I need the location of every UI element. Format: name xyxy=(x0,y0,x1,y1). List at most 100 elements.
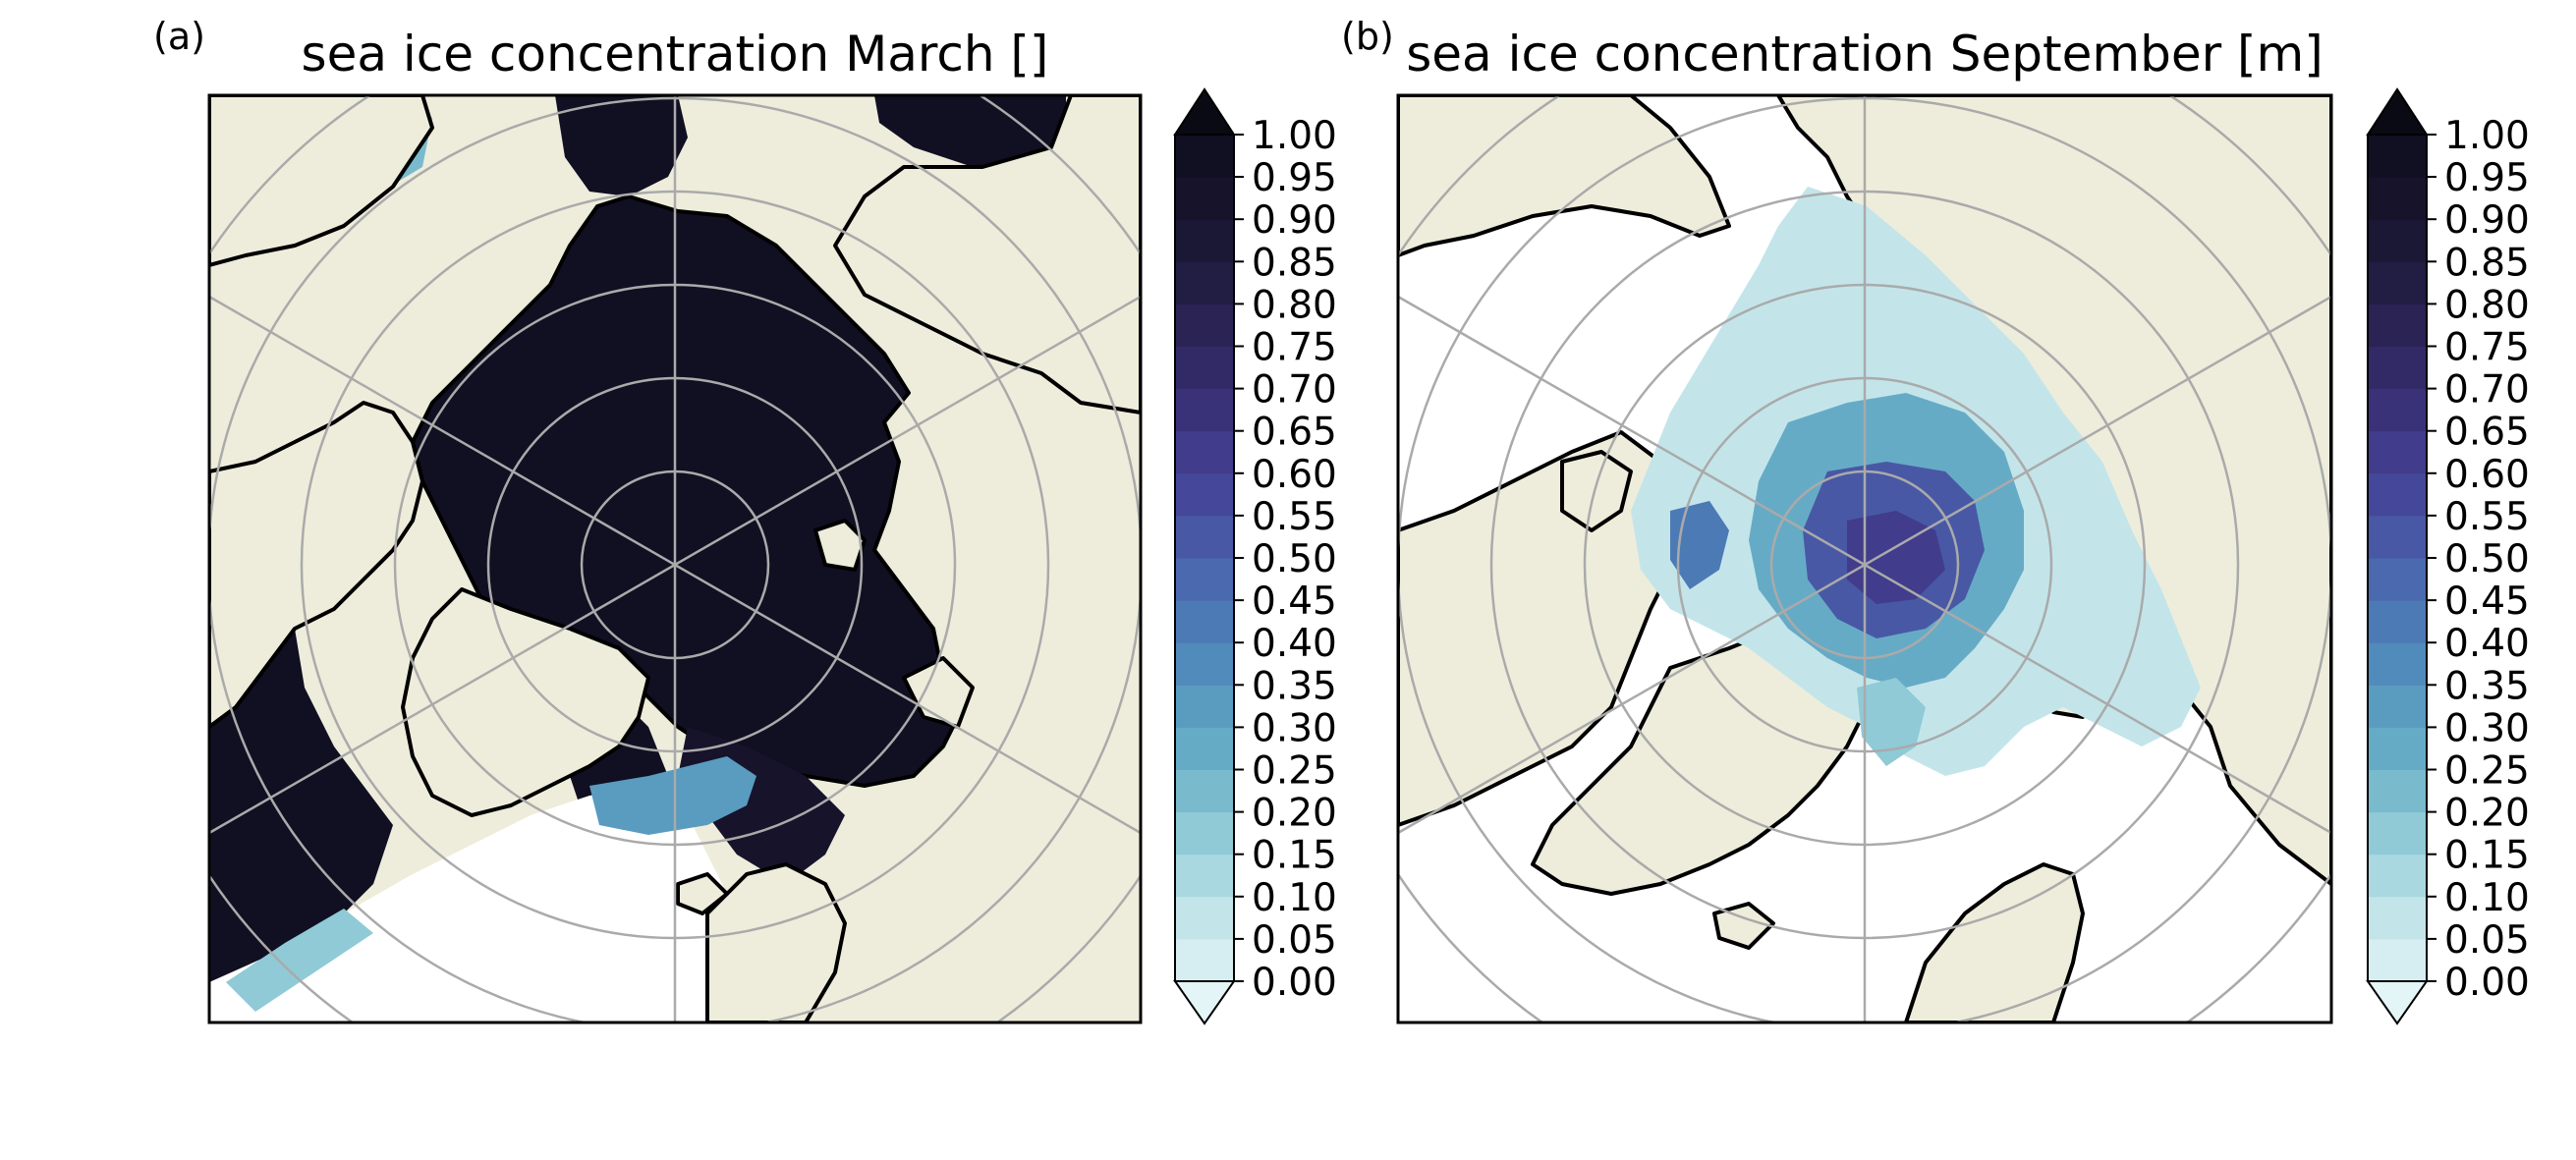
panel-b-colorbar-extend-under xyxy=(2366,980,2429,1025)
panel-b-colorbar-bin xyxy=(2368,177,2427,220)
panel-a-okhotsk-ice xyxy=(874,95,1066,172)
panel-a-label: (a) xyxy=(153,15,205,58)
panel-a-colorbar-bin xyxy=(1175,304,1234,347)
panel-b-colorbar-tick-label: 0.20 xyxy=(2444,792,2530,836)
panel-a-colorbar-bin xyxy=(1175,769,1234,813)
panel-b-title: sea ice concentration September [m] xyxy=(1406,26,2324,83)
panel-a-gridlines xyxy=(209,95,1141,1022)
panel-b-colorbar-bin xyxy=(2368,642,2427,686)
panel-b-canadian-archipelago-land xyxy=(1560,450,1633,532)
panel-a-colorbar-bin xyxy=(1175,896,1234,940)
panel-a-iceland xyxy=(676,872,729,915)
panel-b-label: (b) xyxy=(1341,15,1394,58)
panel-a-colorbar-bin xyxy=(1175,938,1234,982)
panel-b-colorbar-tick-label: 0.40 xyxy=(2444,622,2530,666)
panel-a-scandinavia xyxy=(705,862,847,1022)
panel-b-colorbar-tick-label: 0.30 xyxy=(2444,706,2530,750)
panel-b-colorbar-bin xyxy=(2368,600,2427,643)
panel-b-colorbar-tick-label: 0.80 xyxy=(2444,283,2530,327)
panel-b-colorbar-tick-label: 0.25 xyxy=(2444,749,2530,794)
panel-a-colorbar-bin xyxy=(1175,388,1234,432)
panel-b-colorbar-bin xyxy=(2368,261,2427,304)
panel-a-colorbar-extend-under xyxy=(1173,980,1236,1025)
panel-b-canada xyxy=(1398,430,1692,827)
panel-a-canadian-archipelago xyxy=(209,401,424,729)
panel-a-svalbard xyxy=(813,519,867,572)
panel-b-colorbar-bin xyxy=(2368,388,2427,432)
panel-a-greenland xyxy=(401,587,650,817)
panel-a-colorbar-tick-label: 0.75 xyxy=(1252,326,1337,370)
panel-a-colorbar-bin xyxy=(1175,515,1234,559)
panel-a-colorbar-extend-over xyxy=(1173,87,1236,136)
panel-b-colorbar-extend-over xyxy=(2366,87,2429,136)
panel-b-colorbar-tick-label: 0.35 xyxy=(2444,664,2530,708)
panel-a-colorbar-bin xyxy=(1175,430,1234,474)
panel-b-colorbar-tick-label: 0.75 xyxy=(2444,326,2530,370)
panel-b-archipelago-ice xyxy=(1670,501,1729,589)
panel-b-colorbar-tick-label: 0.85 xyxy=(2444,241,2530,285)
panel-a-alaska xyxy=(209,95,434,267)
panel-b-colorbar-tick-label: 0.45 xyxy=(2444,580,2530,624)
panel-a-colorbar-tick-label: 1.00 xyxy=(1252,114,1337,158)
panel-a-colorbar-ticks: 1.000.950.900.850.800.750.700.650.600.55… xyxy=(1234,114,1337,1005)
panel-a-colorbar-tick-label: 0.25 xyxy=(1252,749,1337,794)
panel-b-colorbar-bin xyxy=(2368,558,2427,601)
panel-b-colorbar-tick-label: 0.15 xyxy=(2444,834,2530,878)
panel-b-colorbar-tick-label: 0.60 xyxy=(2444,453,2530,497)
panel-a-colorbar-tick-label: 0.45 xyxy=(1252,580,1337,624)
panel-a: (a) sea ice concentration March [] xyxy=(153,15,1337,1025)
panel-b-colorbar-bin xyxy=(2368,854,2427,898)
panel-a-colorbar-tick-label: 0.35 xyxy=(1252,664,1337,708)
panel-a-colorbar-tick-label: 0.85 xyxy=(1252,241,1337,285)
panel-a-colorbar-tick-label: 0.60 xyxy=(1252,453,1337,497)
panel-a-colorbar-tick-label: 0.15 xyxy=(1252,834,1337,878)
panel-b-colorbar-bin xyxy=(2368,135,2427,178)
panel-b-colorbar-tick-label: 0.90 xyxy=(2444,198,2530,243)
panel-a-colorbar-bin xyxy=(1175,854,1234,898)
panel-a-colorbar-bin xyxy=(1175,727,1234,770)
panel-b-colorbar-bin xyxy=(2368,811,2427,856)
panel-b: (b) sea ice concentration September [m] xyxy=(1341,15,2530,1025)
panel-a-colorbar-tick-label: 0.95 xyxy=(1252,156,1337,200)
panel-a-colorbar-tick-label: 0.70 xyxy=(1252,368,1337,413)
panel-b-colorbar-bin xyxy=(2368,430,2427,474)
panel-b-colorbar-tick-label: 0.55 xyxy=(2444,495,2530,539)
panel-b-colorbar-bin xyxy=(2368,515,2427,559)
panel-b-iceland xyxy=(1712,902,1775,950)
panel-a-colorbar-bin xyxy=(1175,642,1234,686)
panel-a-colorbar-tick-label: 0.00 xyxy=(1252,961,1337,1005)
panel-b-east-greenland-ice xyxy=(1857,678,1926,766)
panel-b-colorbar-bin xyxy=(2368,472,2427,517)
panel-b-colorbar-bin xyxy=(2368,304,2427,347)
panel-b-colorbar-bin xyxy=(2368,769,2427,813)
panel-a-colorbar-tick-label: 0.50 xyxy=(1252,537,1337,581)
panel-a-frame xyxy=(207,93,1143,1024)
panel-a-colorbar-bin xyxy=(1175,219,1234,262)
panel-a-marginal-ice xyxy=(589,756,756,835)
panel-a-colorbar-bin xyxy=(1175,558,1234,601)
panel-b-colorbar-tick-label: 0.95 xyxy=(2444,156,2530,200)
panel-b-colorbar-bin xyxy=(2368,896,2427,940)
panel-a-colorbar-bin xyxy=(1175,472,1234,517)
panel-a-colorbar: 1.000.950.900.850.800.750.700.650.600.55… xyxy=(1173,87,1337,1025)
panel-b-colorbar-bin xyxy=(2368,346,2427,390)
panel-a-colorbar-bin xyxy=(1175,685,1234,728)
panel-a-colorbar-tick-label: 0.90 xyxy=(1252,198,1337,243)
panel-b-colorbar-bin xyxy=(2368,219,2427,262)
panel-a-siberia xyxy=(833,95,1141,414)
panel-b-colorbar-tick-label: 0.70 xyxy=(2444,368,2530,413)
panel-b-colorbar-bin xyxy=(2368,727,2427,770)
panel-b-colorbar-tick-label: 0.05 xyxy=(2444,918,2530,963)
panel-a-colorbar-tick-label: 0.30 xyxy=(1252,706,1337,750)
panel-b-colorbar-ticks: 1.000.950.900.850.800.750.700.650.600.55… xyxy=(2427,114,2530,1005)
panel-a-colorbar-tick-label: 0.55 xyxy=(1252,495,1337,539)
panel-a-colorbar-tick-label: 0.80 xyxy=(1252,283,1337,327)
panel-b-colorbar-tick-label: 1.00 xyxy=(2444,114,2530,158)
panel-b-colorbar-swatches xyxy=(2368,135,2427,982)
panel-a-colorbar-swatches xyxy=(1175,135,1234,982)
panel-b-colorbar-bin xyxy=(2368,685,2427,728)
panel-a-colorbar-tick-label: 0.20 xyxy=(1252,792,1337,836)
panel-a-colorbar-tick-label: 0.05 xyxy=(1252,918,1337,963)
panel-b-colorbar-tick-label: 0.10 xyxy=(2444,876,2530,920)
